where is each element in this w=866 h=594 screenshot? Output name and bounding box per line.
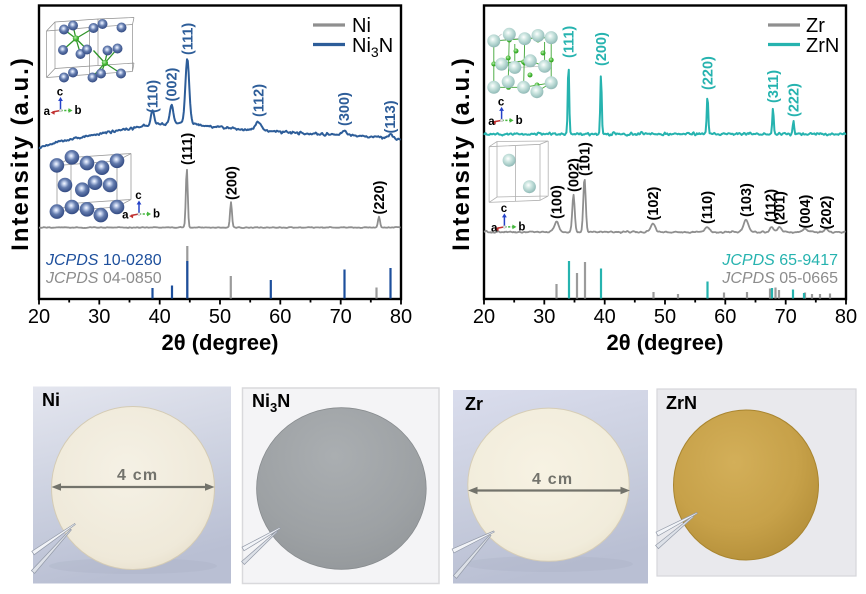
svg-text:Zr: Zr (465, 394, 483, 414)
svg-text:c: c (57, 87, 64, 99)
svg-text:(200): (200) (594, 32, 610, 66)
svg-text:30: 30 (533, 306, 555, 328)
svg-text:(222): (222) (787, 83, 803, 117)
svg-text:80: 80 (390, 306, 412, 328)
svg-text:(220): (220) (701, 56, 717, 90)
svg-text:4 cm: 4 cm (117, 467, 158, 484)
svg-text:b: b (518, 221, 525, 233)
svg-text:70: 70 (330, 306, 352, 328)
svg-text:a: a (44, 106, 51, 118)
svg-text:(200): (200) (225, 166, 241, 200)
svg-text:JCPDS 10-0280: JCPDS 10-0280 (45, 252, 162, 269)
svg-text:60: 60 (714, 306, 736, 328)
svg-text:4 cm: 4 cm (532, 471, 573, 488)
svg-text:Intensity (a.u.): Intensity (a.u.) (7, 56, 34, 251)
svg-text:(112): (112) (764, 189, 780, 222)
svg-text:a: a (491, 222, 498, 234)
svg-text:80: 80 (835, 306, 857, 328)
svg-text:2θ (degree): 2θ (degree) (161, 330, 278, 355)
svg-text:(311): (311) (766, 70, 782, 103)
svg-text:60: 60 (269, 306, 291, 328)
svg-text:50: 50 (654, 306, 676, 328)
svg-text:(111): (111) (181, 23, 197, 55)
svg-text:50: 50 (209, 306, 231, 328)
svg-text:(102): (102) (646, 186, 662, 220)
svg-text:(002): (002) (567, 158, 583, 192)
svg-text:(112): (112) (252, 84, 268, 117)
svg-text:Intensity (a.u.): Intensity (a.u.) (448, 56, 475, 251)
svg-text:(113): (113) (383, 100, 399, 133)
svg-text:a: a (122, 210, 129, 222)
svg-text:c: c (135, 190, 142, 202)
svg-text:JCPDS 04-0850: JCPDS 04-0850 (45, 270, 162, 287)
svg-text:c: c (498, 96, 505, 108)
svg-text:(220): (220) (372, 180, 388, 214)
svg-text:a: a (488, 116, 495, 128)
svg-text:b: b (516, 115, 523, 127)
svg-text:(002): (002) (165, 67, 181, 101)
svg-text:Zr: Zr (806, 15, 825, 37)
svg-text:(202): (202) (819, 195, 835, 229)
svg-text:c: c (501, 203, 508, 215)
svg-text:b: b (75, 105, 82, 117)
svg-text:b: b (153, 209, 160, 221)
svg-text:ZrN: ZrN (666, 393, 697, 413)
svg-text:(111): (111) (562, 26, 578, 58)
svg-text:40: 40 (594, 306, 616, 328)
svg-text:(100): (100) (550, 185, 566, 219)
svg-text:40: 40 (149, 306, 171, 328)
svg-text:ZrN: ZrN (806, 35, 839, 57)
svg-text:(103): (103) (739, 183, 755, 217)
svg-text:(201): (201) (773, 191, 789, 225)
svg-text:30: 30 (88, 306, 110, 328)
svg-text:JCPDS 05-0665: JCPDS 05-0665 (721, 270, 838, 287)
svg-text:Ni: Ni (42, 390, 60, 410)
svg-text:70: 70 (775, 306, 797, 328)
svg-text:20: 20 (473, 306, 495, 328)
svg-text:Ni: Ni (352, 15, 371, 37)
svg-text:(110): (110) (700, 191, 716, 224)
svg-text:20: 20 (28, 306, 50, 328)
svg-text:(300): (300) (337, 92, 353, 126)
svg-text:(110): (110) (146, 80, 162, 113)
svg-text:2θ (degree): 2θ (degree) (606, 330, 723, 355)
svg-text:JCPDS 65-9417: JCPDS 65-9417 (721, 252, 838, 269)
svg-text:(111): (111) (180, 133, 196, 165)
svg-text:(101): (101) (578, 142, 594, 176)
svg-text:(004): (004) (798, 194, 814, 228)
